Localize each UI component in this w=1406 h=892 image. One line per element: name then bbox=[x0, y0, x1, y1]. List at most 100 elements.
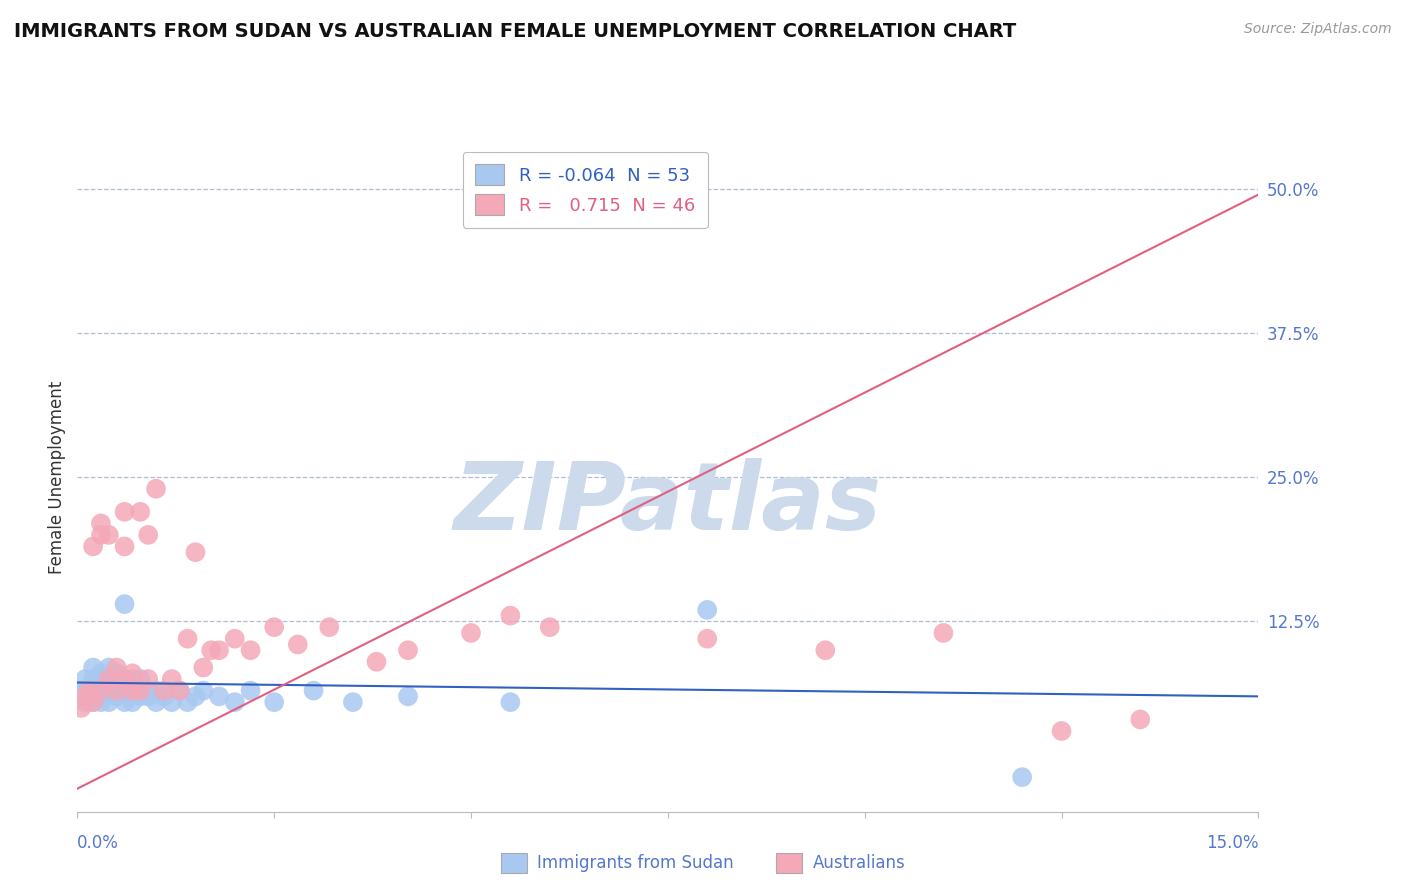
Point bbox=[145, 695, 167, 709]
Point bbox=[97, 672, 120, 686]
Point bbox=[97, 695, 120, 709]
Point bbox=[160, 672, 183, 686]
Point bbox=[121, 683, 143, 698]
Point bbox=[90, 695, 112, 709]
Point bbox=[208, 643, 231, 657]
Point bbox=[86, 690, 108, 704]
Point bbox=[114, 505, 136, 519]
Point bbox=[77, 690, 100, 704]
Point bbox=[90, 678, 112, 692]
Point bbox=[129, 505, 152, 519]
Point bbox=[184, 545, 207, 559]
Point bbox=[169, 683, 191, 698]
Point bbox=[82, 672, 104, 686]
Point bbox=[82, 660, 104, 674]
Point bbox=[176, 632, 198, 646]
Point bbox=[114, 597, 136, 611]
Point bbox=[263, 695, 285, 709]
Point bbox=[97, 660, 120, 674]
Point bbox=[105, 690, 128, 704]
Legend: R = -0.064  N = 53, R =   0.715  N = 46: R = -0.064 N = 53, R = 0.715 N = 46 bbox=[463, 152, 707, 227]
Point bbox=[318, 620, 340, 634]
Text: 0.0%: 0.0% bbox=[77, 834, 120, 852]
Point bbox=[136, 683, 159, 698]
Point bbox=[396, 690, 419, 704]
Text: Source: ZipAtlas.com: Source: ZipAtlas.com bbox=[1244, 22, 1392, 37]
Point bbox=[97, 672, 120, 686]
Point bbox=[129, 683, 152, 698]
Point bbox=[90, 666, 112, 681]
Point bbox=[287, 637, 309, 651]
Point bbox=[1129, 713, 1152, 727]
Point bbox=[114, 540, 136, 554]
Point bbox=[696, 632, 718, 646]
Point bbox=[90, 683, 112, 698]
Legend: Immigrants from Sudan, Australians: Immigrants from Sudan, Australians bbox=[494, 847, 912, 880]
Point bbox=[114, 695, 136, 709]
Point bbox=[90, 672, 112, 686]
Point bbox=[121, 683, 143, 698]
Point bbox=[136, 690, 159, 704]
Point bbox=[105, 660, 128, 674]
Point bbox=[82, 695, 104, 709]
Point bbox=[263, 620, 285, 634]
Point bbox=[114, 678, 136, 692]
Point bbox=[200, 643, 222, 657]
Point bbox=[538, 620, 561, 634]
Point bbox=[932, 626, 955, 640]
Point bbox=[129, 690, 152, 704]
Point bbox=[176, 695, 198, 709]
Point bbox=[239, 683, 262, 698]
Point bbox=[77, 683, 100, 698]
Point bbox=[160, 695, 183, 709]
Point bbox=[193, 683, 215, 698]
Point bbox=[129, 683, 152, 698]
Point bbox=[82, 695, 104, 709]
Point bbox=[105, 683, 128, 698]
Point bbox=[814, 643, 837, 657]
Point bbox=[129, 672, 152, 686]
Point bbox=[75, 695, 97, 709]
Point bbox=[97, 528, 120, 542]
Point bbox=[136, 672, 159, 686]
Point bbox=[90, 528, 112, 542]
Point bbox=[70, 701, 93, 715]
Y-axis label: Female Unemployment: Female Unemployment bbox=[48, 381, 66, 574]
Point bbox=[114, 672, 136, 686]
Point bbox=[208, 690, 231, 704]
Point bbox=[136, 528, 159, 542]
Point bbox=[239, 643, 262, 657]
Point bbox=[70, 683, 93, 698]
Point bbox=[224, 632, 246, 646]
Point bbox=[105, 678, 128, 692]
Point bbox=[82, 540, 104, 554]
Point bbox=[169, 683, 191, 698]
Point bbox=[224, 695, 246, 709]
Text: ZIPatlas: ZIPatlas bbox=[454, 458, 882, 550]
Point bbox=[302, 683, 325, 698]
Point bbox=[696, 603, 718, 617]
Point bbox=[617, 205, 640, 219]
Point bbox=[184, 690, 207, 704]
Point bbox=[75, 690, 97, 704]
Point bbox=[90, 683, 112, 698]
Point bbox=[499, 608, 522, 623]
Point bbox=[105, 666, 128, 681]
Point bbox=[342, 695, 364, 709]
Point bbox=[90, 516, 112, 531]
Text: 15.0%: 15.0% bbox=[1206, 834, 1258, 852]
Point bbox=[75, 683, 97, 698]
Point bbox=[153, 683, 176, 698]
Point bbox=[121, 695, 143, 709]
Point bbox=[105, 683, 128, 698]
Point bbox=[366, 655, 388, 669]
Point bbox=[82, 683, 104, 698]
Point bbox=[121, 672, 143, 686]
Point bbox=[460, 626, 482, 640]
Point bbox=[153, 690, 176, 704]
Point bbox=[396, 643, 419, 657]
Text: IMMIGRANTS FROM SUDAN VS AUSTRALIAN FEMALE UNEMPLOYMENT CORRELATION CHART: IMMIGRANTS FROM SUDAN VS AUSTRALIAN FEMA… bbox=[14, 22, 1017, 41]
Point bbox=[499, 695, 522, 709]
Point bbox=[75, 672, 97, 686]
Point bbox=[1011, 770, 1033, 784]
